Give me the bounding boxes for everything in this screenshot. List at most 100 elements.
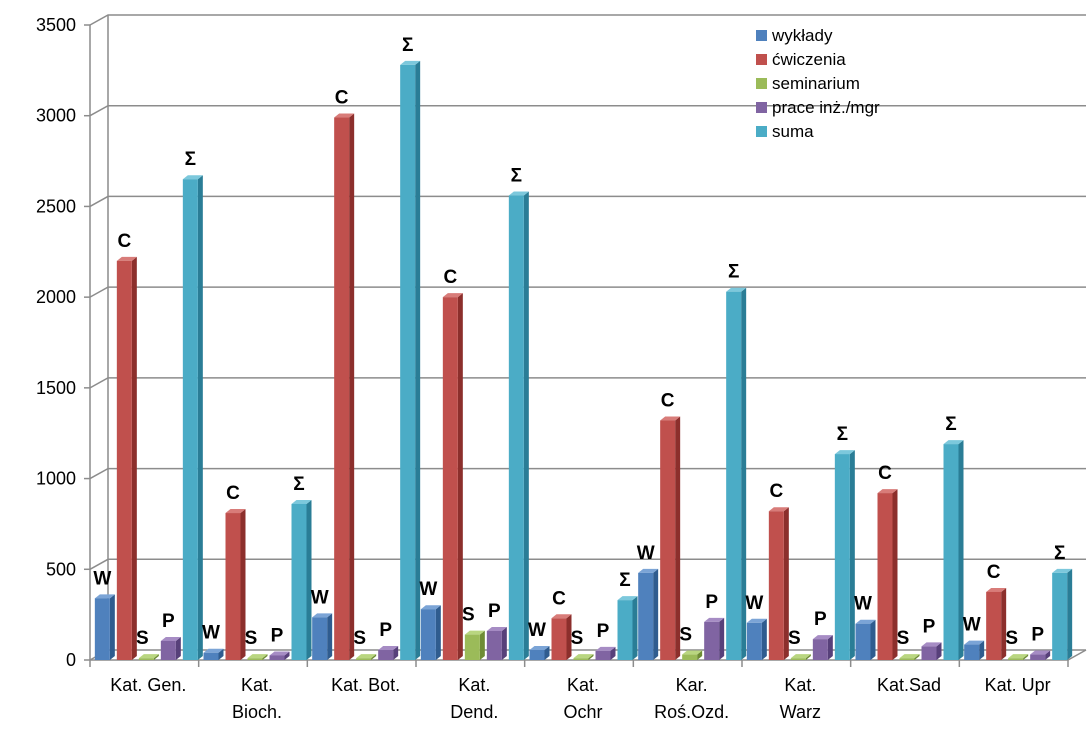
bar	[312, 613, 333, 660]
y-tick-label: 500	[46, 559, 76, 579]
x-category-label: Kat. Dend.	[450, 675, 498, 722]
data-label: W	[963, 615, 981, 636]
bar	[138, 654, 159, 660]
data-label: S	[788, 628, 801, 649]
legend-entry: suma	[772, 122, 814, 141]
bar	[704, 617, 725, 660]
bar	[726, 287, 747, 660]
y-tick-label: 3500	[36, 15, 76, 35]
data-label: Σ	[728, 262, 739, 283]
bar	[595, 646, 616, 660]
data-label: Σ	[1054, 543, 1065, 564]
data-label: W	[93, 568, 111, 589]
bar	[334, 113, 355, 661]
bar	[638, 568, 659, 660]
x-category-label: Kat. Upr	[985, 675, 1051, 695]
bar	[378, 646, 399, 660]
legend-swatch	[756, 30, 767, 41]
data-label: P	[379, 620, 392, 641]
y-tick-label: 3000	[36, 106, 76, 126]
y-tick-label: 1500	[36, 378, 76, 398]
bar	[247, 654, 268, 660]
gridline	[89, 104, 1086, 117]
data-label: P	[814, 609, 827, 630]
bar	[746, 618, 767, 660]
bar	[420, 605, 441, 660]
x-category-label: Kat. Warz	[780, 675, 821, 722]
bar	[400, 60, 421, 660]
x-category-label: Kar. Roś.Ozd.	[654, 675, 729, 722]
bar	[943, 440, 964, 660]
data-label: Σ	[293, 474, 304, 495]
data-label: P	[923, 616, 936, 637]
bar	[812, 635, 833, 660]
data-label: C	[117, 231, 131, 252]
bar	[1052, 568, 1073, 660]
bar	[899, 654, 920, 660]
bar	[855, 619, 876, 660]
data-label: Σ	[619, 570, 630, 591]
bar	[486, 626, 507, 660]
bar	[508, 191, 529, 661]
data-label: P	[1031, 625, 1044, 646]
y-axis-ticks: 0 500 1000 1500 2000 2500 3000 3500	[36, 15, 90, 670]
bar	[1030, 650, 1051, 660]
legend-swatch	[756, 126, 767, 137]
data-label: W	[202, 623, 220, 644]
bar	[464, 630, 485, 660]
bar	[617, 596, 638, 660]
data-label: Σ	[837, 424, 848, 445]
gridline	[89, 195, 1086, 208]
data-label: S	[1005, 628, 1018, 649]
data-label: P	[162, 611, 175, 632]
bar	[225, 509, 246, 660]
x-category-label: Kat. Bioch.	[232, 675, 282, 722]
y-tick-label: 1000	[36, 469, 76, 489]
bar	[1008, 654, 1029, 660]
bar	[964, 640, 985, 660]
x-category-label: Kat. Ochr	[563, 675, 602, 722]
y-tick-label: 2000	[36, 287, 76, 307]
data-label: W	[637, 543, 655, 564]
data-label: C	[552, 588, 566, 609]
data-label: S	[353, 628, 366, 649]
data-label: C	[335, 88, 349, 109]
bar	[160, 636, 181, 660]
bar	[116, 256, 137, 660]
gridline	[89, 377, 1086, 389]
data-label: W	[528, 620, 546, 641]
data-label: C	[878, 463, 892, 484]
data-label: W	[745, 593, 763, 614]
legend-entry: prace inż./mgr	[772, 98, 880, 117]
data-label: P	[271, 625, 284, 646]
data-label: S	[136, 628, 149, 649]
bar	[682, 650, 703, 660]
x-category-label: Kat. Gen.	[110, 675, 186, 695]
legend-entry: ćwiczenia	[772, 50, 846, 69]
data-label: C	[987, 562, 1001, 583]
data-label: C	[443, 267, 457, 288]
legend-swatch	[756, 78, 767, 89]
data-label: Σ	[945, 414, 956, 435]
legend-entry: seminarium	[772, 74, 860, 93]
data-label: C	[769, 481, 783, 502]
y-tick-label: 0	[66, 650, 76, 670]
bar	[986, 587, 1007, 660]
bar	[921, 642, 942, 660]
bar	[660, 416, 681, 660]
data-label: Σ	[511, 166, 522, 187]
data-label: S	[245, 628, 258, 649]
gridline	[89, 286, 1086, 298]
bar	[203, 648, 224, 660]
x-axis-categories: Kat. Gen. Kat. Bioch. Kat. Bot. Kat. Dend. Kat…	[89, 660, 1069, 722]
bar	[529, 646, 550, 660]
data-label: Σ	[185, 149, 196, 170]
bar	[356, 654, 377, 660]
data-label: S	[897, 628, 910, 649]
legend-entry: wykłady	[771, 26, 833, 45]
x-category-label: Kat. Bot.	[331, 675, 400, 695]
bar	[790, 654, 811, 660]
bar	[442, 293, 463, 660]
